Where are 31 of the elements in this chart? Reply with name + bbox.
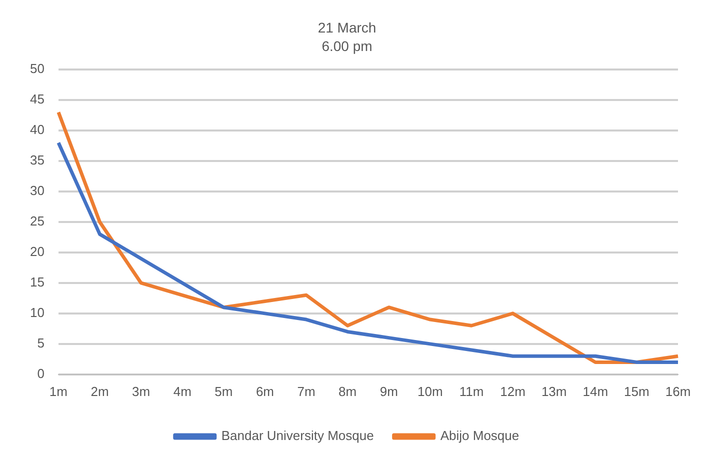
y-tick-label: 30 (30, 183, 44, 198)
y-tick-label: 0 (37, 366, 44, 381)
x-tick-label: 1m (49, 384, 68, 399)
x-tick-label: 10m (418, 384, 443, 399)
y-tick-label: 20 (30, 244, 44, 260)
x-tick-label: 5m (214, 384, 233, 399)
x-tick-label: 15m (624, 384, 650, 399)
y-tick-label: 35 (30, 152, 44, 168)
y-tick-label: 45 (30, 92, 44, 107)
y-tick-label: 15 (30, 274, 44, 290)
x-tick-label: 4m (173, 384, 192, 399)
x-tick-label: 14m (582, 384, 608, 399)
legend-label: Abijo Mosque (440, 428, 520, 444)
y-tick-label: 5 (37, 336, 44, 350)
x-tick-label: 9m (380, 384, 398, 399)
y-tick-label: 40 (30, 122, 44, 138)
y-tick-label: 10 (30, 305, 44, 320)
chart-subtitle: 6.00 pm (322, 38, 372, 54)
y-tick-label: 25 (30, 214, 44, 229)
x-tick-label: 16m (665, 384, 691, 399)
x-tick-label: 7m (297, 384, 316, 399)
chart-title: 21 March (318, 19, 376, 36)
x-tick-label: 6m (256, 384, 274, 399)
y-tick-label: 50 (30, 61, 44, 76)
x-tick-label: 13m (541, 384, 567, 399)
x-tick-label: 11m (459, 384, 484, 399)
x-tick-label: 8m (338, 384, 357, 399)
x-tick-label: 12m (500, 384, 526, 399)
x-tick-label: 2m (90, 384, 109, 399)
legend-label: Bandar University Mosque (221, 428, 374, 444)
x-tick-label: 3m (132, 384, 150, 399)
